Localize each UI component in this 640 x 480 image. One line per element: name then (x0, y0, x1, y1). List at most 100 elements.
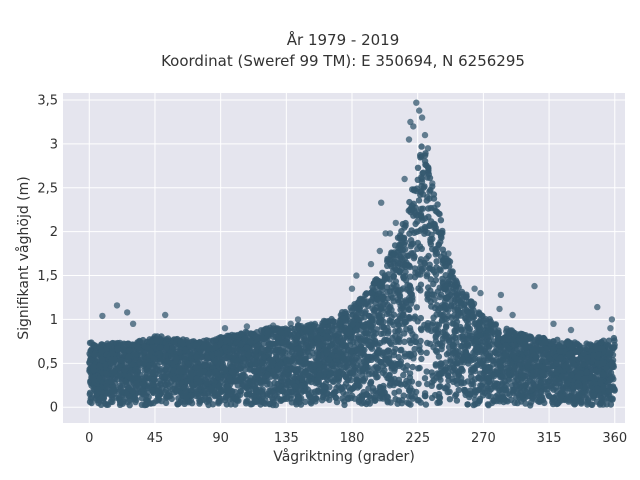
data-point (387, 380, 394, 387)
data-point (288, 392, 295, 399)
data-point (569, 356, 576, 363)
data-point (416, 346, 423, 353)
data-point (390, 272, 398, 280)
data-point (323, 349, 330, 357)
data-point (243, 329, 251, 336)
data-point (611, 386, 618, 393)
data-point (597, 400, 604, 407)
data-point (269, 340, 277, 347)
data-point (492, 393, 500, 400)
data-point (319, 382, 327, 390)
data-point (338, 385, 346, 393)
data-point (359, 365, 366, 372)
data-point (463, 317, 470, 324)
data-point (530, 379, 537, 386)
data-point (610, 334, 618, 342)
data-point (205, 397, 212, 404)
data-point (125, 347, 133, 354)
data-point (340, 364, 348, 371)
data-point (311, 388, 319, 395)
data-point (242, 400, 250, 407)
data-point (398, 228, 405, 235)
data-point (491, 327, 499, 335)
data-point (423, 349, 430, 356)
data-point (181, 353, 189, 360)
data-point (333, 398, 341, 406)
data-point (438, 345, 445, 353)
data-point (583, 369, 590, 376)
data-point (480, 361, 487, 368)
data-point (468, 373, 475, 380)
data-point (462, 348, 470, 355)
data-point (500, 398, 507, 406)
data-point (505, 336, 512, 343)
data-point (543, 381, 550, 389)
data-point (312, 395, 320, 402)
data-point (280, 387, 287, 395)
data-point (272, 349, 279, 356)
data-point (571, 362, 578, 369)
data-point (308, 378, 315, 386)
data-point (464, 310, 471, 317)
data-point (355, 333, 362, 340)
data-point (430, 291, 438, 298)
data-point (588, 401, 596, 408)
data-point (410, 355, 417, 362)
data-point (390, 311, 398, 318)
data-point (221, 344, 229, 351)
data-point (427, 240, 435, 248)
data-point (252, 374, 259, 381)
data-point (156, 349, 164, 357)
data-point (409, 387, 416, 395)
data-point (428, 303, 435, 310)
data-point (428, 369, 435, 376)
data-point (425, 284, 432, 291)
data-point (390, 348, 398, 356)
data-point (401, 272, 409, 280)
data-point (514, 399, 521, 407)
data-point (346, 330, 353, 337)
data-point (401, 330, 408, 337)
data-point (231, 332, 238, 339)
data-point (193, 353, 200, 360)
data-point (171, 375, 178, 382)
data-point (96, 343, 103, 350)
data-point (439, 259, 446, 267)
data-point (123, 364, 131, 371)
data-point (449, 350, 456, 358)
data-point (327, 343, 334, 350)
data-point (407, 401, 414, 408)
data-point (238, 330, 245, 338)
data-point (417, 314, 424, 322)
data-point (408, 378, 416, 385)
data-point (432, 361, 439, 368)
data-point (423, 162, 430, 169)
data-point (368, 290, 376, 298)
data-point (427, 204, 434, 212)
data-point (339, 315, 346, 322)
data-point (95, 399, 102, 407)
data-point (436, 266, 443, 273)
data-point (491, 380, 499, 387)
data-point (574, 347, 582, 355)
data-point (271, 392, 279, 399)
data-point (302, 387, 309, 394)
data-point (349, 368, 357, 375)
data-point (124, 340, 131, 348)
data-point (362, 308, 369, 315)
data-point (383, 356, 390, 364)
data-point (411, 345, 418, 353)
data-point (426, 188, 433, 195)
data-point (437, 253, 445, 260)
data-point (420, 169, 427, 176)
data-point (409, 395, 416, 402)
data-point (504, 369, 511, 376)
data-point (197, 367, 204, 375)
data-point (564, 380, 571, 387)
data-point (252, 398, 260, 405)
data-point (368, 323, 375, 330)
data-point (415, 397, 422, 404)
data-point (307, 362, 314, 370)
data-point (508, 362, 515, 369)
data-point (298, 382, 305, 389)
